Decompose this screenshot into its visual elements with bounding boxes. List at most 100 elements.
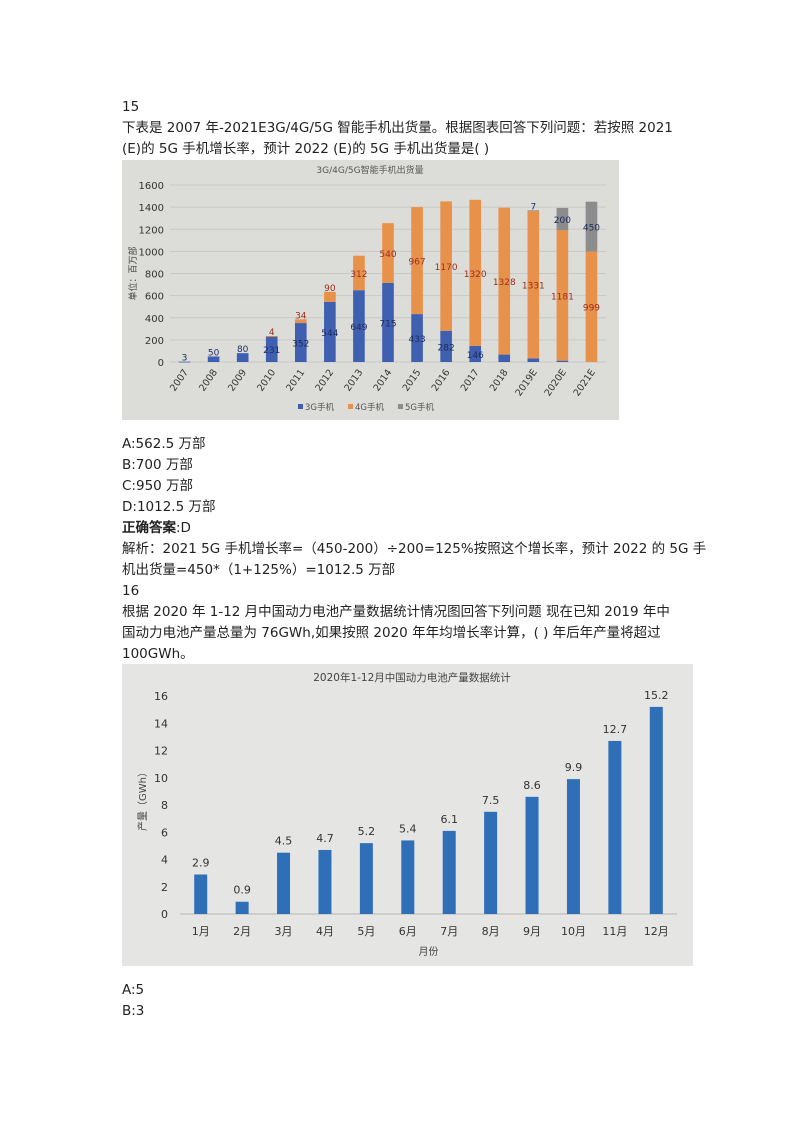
x-tick-label: 8月: [482, 925, 500, 938]
question-16-text-line3: 100GWh。: [122, 646, 194, 662]
x-tick-label: 4月: [316, 925, 334, 938]
y-tick-label: 0: [158, 358, 164, 369]
question-16-text-line2: 国动力电池产量总量为 76GWh,如果按照 2020 年年均增长率计算，( ) …: [122, 625, 661, 641]
y-tick-label: 1200: [139, 225, 164, 236]
bar-segment: [440, 330, 452, 362]
data-label: 3: [182, 354, 188, 364]
x-tick-label: 2月: [233, 925, 251, 938]
data-label: 967: [408, 258, 425, 268]
data-label: 1320: [464, 270, 487, 280]
x-tick-label: 5月: [357, 925, 375, 938]
y-tick-label: 800: [145, 270, 164, 281]
y-tick-label: 8: [161, 799, 168, 812]
q16-option-a: A:5: [122, 982, 145, 998]
question-15-text-line2: (E)的 5G 手机增长率，预计 2022 (E)的 5G 手机出货量是( ): [122, 141, 490, 157]
question-15-text-line1: 下表是 2007 年-2021E3G/4G/5G 智能手机出货量。根据图表回答下…: [122, 120, 673, 136]
data-label: 50: [208, 348, 220, 358]
data-label: 649: [350, 323, 367, 333]
bar-segment: [207, 356, 220, 362]
y-axis-label: 产量（GWh）: [136, 767, 149, 831]
data-label: 1328: [493, 278, 516, 288]
bar-segment: [556, 360, 569, 362]
data-label: 0.9: [233, 884, 251, 897]
legend-label: 4G手机: [355, 402, 384, 413]
correct-answer: 正确答案:D: [122, 518, 191, 538]
bar-segment: [585, 201, 598, 252]
data-label: 1331: [522, 282, 545, 292]
bar-segment: [236, 353, 249, 362]
y-tick-label: 10: [154, 772, 168, 785]
battery-production-chart: 2020年1-12月中国动力电池产量数据统计 0 2 4 6 8 10 12 14 16 产量（GW…: [122, 664, 693, 966]
data-label: 352: [292, 340, 309, 350]
y-tick-label: 400: [145, 314, 164, 325]
bar-segment: [556, 207, 569, 231]
correct-answer-label: 正确答案: [122, 520, 176, 536]
data-label: 80: [237, 345, 249, 355]
y-tick-label: 16: [154, 690, 168, 703]
legend-label: 5G手机: [405, 402, 434, 413]
question-15-number: 15: [122, 99, 140, 115]
legend-label: 3G手机: [305, 402, 334, 413]
x-tick-label: 9月: [523, 925, 541, 938]
bar-segment: [411, 207, 423, 315]
smartphone-shipments-chart: 3G/4G/5G智能手机出货量 0 200 400 600 800 1000 1200 1400…: [122, 160, 619, 420]
data-label: 433: [408, 335, 425, 345]
q16-option-b: B:3: [122, 1003, 145, 1019]
data-label: 231: [263, 346, 280, 356]
data-label: 450: [583, 224, 600, 234]
bar-segment: [440, 201, 452, 331]
bar-segment: [469, 345, 482, 362]
data-label: 5.4: [399, 822, 417, 835]
data-label: 1181: [551, 292, 574, 302]
y-tick-label: 1000: [139, 247, 164, 258]
bar-segment: [411, 314, 423, 362]
y-tick-label: 600: [145, 292, 164, 303]
data-label: 715: [379, 319, 396, 329]
y-tick-label: 12: [154, 745, 168, 758]
legend-swatch: [398, 404, 403, 409]
x-tick-label: 10月: [561, 925, 586, 938]
smartphone-shipments-chart-photo: 3G/4G/5G智能手机出货量 0 200 400 600 800 1000 1200 1400…: [122, 160, 619, 420]
bar-segment: [178, 361, 191, 363]
data-label: 540: [379, 250, 396, 260]
bar-segment: [382, 223, 394, 283]
data-label: 282: [438, 343, 455, 353]
x-tick-label: 6月: [399, 925, 417, 938]
bar-segment: [527, 211, 540, 359]
bar-segment: [353, 290, 365, 362]
y-tick-label: 200: [145, 336, 164, 347]
bar-segment: [469, 199, 482, 346]
x-tick-label: 12月: [644, 925, 669, 938]
bar-segment: [353, 255, 365, 291]
bar: [649, 706, 663, 914]
data-label: 312: [350, 270, 367, 280]
data-label: 4.5: [275, 835, 293, 848]
bar-segment: [265, 336, 278, 362]
y-tick-label: 2: [161, 881, 168, 894]
data-label: 6.1: [440, 813, 458, 826]
chart-background: [122, 664, 693, 966]
question-16-text-line1: 根据 2020 年 1-12 月中国动力电池产量数据统计情况图回答下列问题 现在…: [122, 604, 670, 620]
bar: [484, 811, 498, 914]
x-axis-label: 月份: [419, 946, 439, 958]
bar-segment: [265, 336, 278, 337]
option-d: D:1012.5 万部: [122, 499, 216, 515]
data-label: 5.2: [358, 825, 376, 838]
y-tick-label: 0: [161, 908, 168, 921]
bar: [525, 796, 539, 914]
analysis-line2: 机出货量=450*（1+125%）=1012.5 万部: [122, 562, 396, 578]
option-b: B:700 万部: [122, 457, 193, 473]
bar-segment: [324, 301, 336, 362]
bar-segment: [527, 358, 540, 362]
bar: [608, 740, 622, 914]
bar-segment: [527, 210, 540, 212]
bar: [235, 901, 249, 914]
data-label: 1170: [435, 263, 458, 273]
bar-segment: [498, 207, 511, 355]
x-tick-label: 7月: [440, 925, 458, 938]
bar-segment: [324, 291, 336, 302]
option-a: A:562.5 万部: [122, 436, 206, 452]
data-label: 4: [269, 328, 275, 338]
y-tick-label: 1400: [139, 203, 164, 214]
x-tick-label: 3月: [275, 925, 293, 938]
